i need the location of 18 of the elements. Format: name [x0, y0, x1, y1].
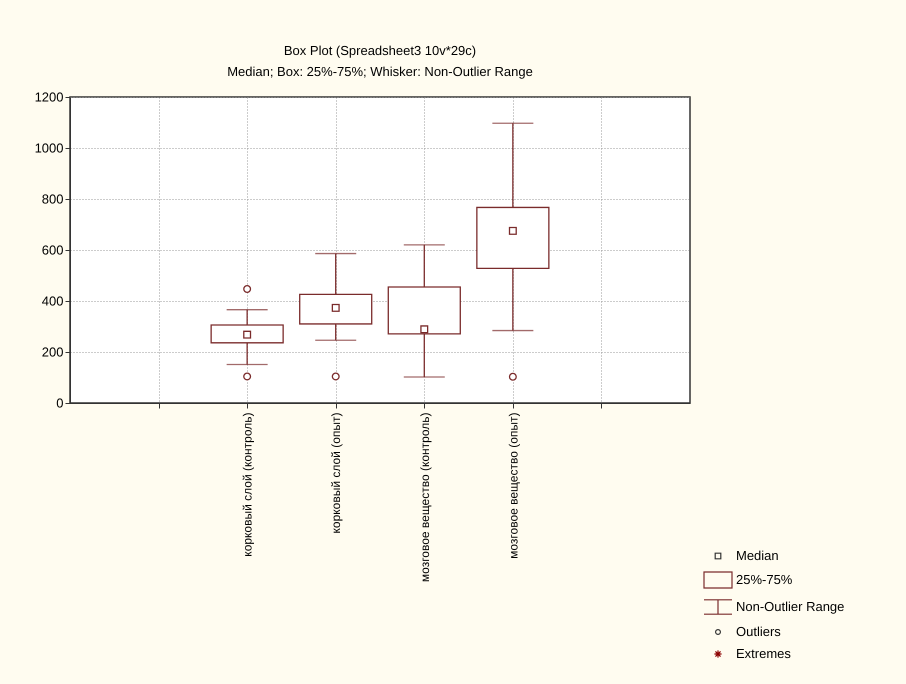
text: Extremes	[736, 646, 792, 661]
y-tick-label: 800	[42, 192, 64, 206]
y-tick-label: 400	[42, 294, 64, 308]
y-tick-label: 200	[42, 344, 64, 360]
x-tick-label: мозговое вещество (опыт)	[506, 412, 520, 559]
text: Non-Outlier Range	[736, 599, 844, 614]
x-tick-label: корковый слой (опыт)	[329, 412, 344, 534]
chart-subtitle: Median; Box: 25%-75%; Whisker: Non-Outlier Range	[227, 64, 533, 79]
text: 25%-75%	[736, 572, 793, 587]
y-tick-label: 0	[56, 396, 64, 410]
y-tick-label: 1000	[34, 140, 64, 156]
text: Median	[736, 548, 779, 563]
y-tick-label: 600	[42, 242, 64, 258]
chart-title: Box Plot (Spreadsheet3 10v*29c)	[284, 43, 476, 58]
y-tick-label: 1200	[34, 90, 64, 104]
x-tick-label: мозговое вещество (контроль)	[418, 412, 432, 582]
x-tick-label: корковый слой (контроль)	[240, 412, 255, 557]
text: Outliers	[736, 624, 782, 639]
